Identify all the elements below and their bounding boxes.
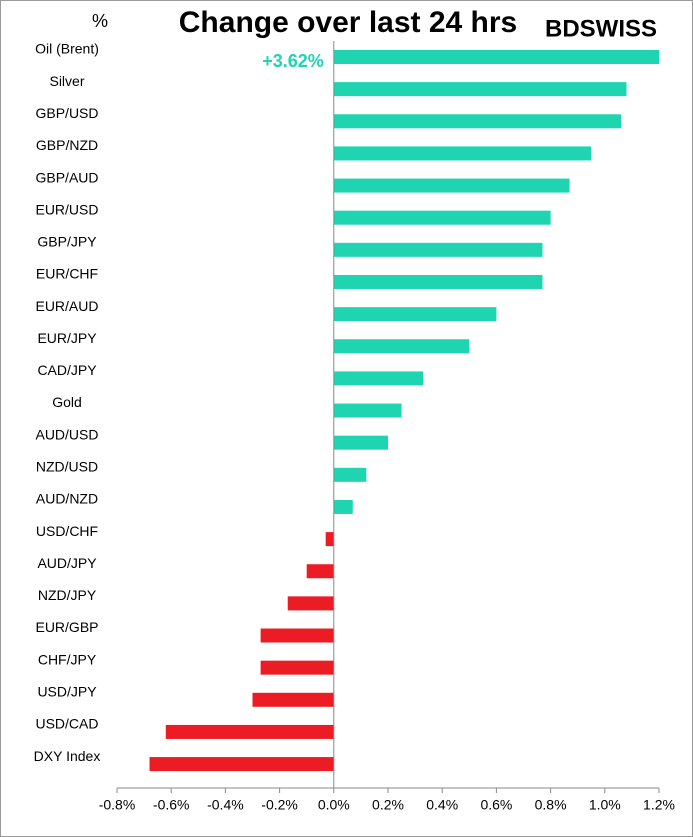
- value-label: +3.62%: [262, 51, 324, 71]
- bar: [260, 628, 334, 643]
- x-tick-label: 0.2%: [372, 797, 404, 813]
- bar: [149, 757, 334, 772]
- bar: [333, 82, 627, 97]
- bar: [325, 532, 334, 547]
- bar: [165, 724, 334, 739]
- bar: [333, 435, 388, 450]
- bar: [333, 371, 424, 386]
- y-tick-label: EUR/JPY: [37, 330, 97, 346]
- y-tick-label: NZD/JPY: [38, 587, 97, 603]
- unit-label: %: [92, 11, 108, 31]
- y-tick-label: Silver: [49, 73, 84, 89]
- x-tick-label: -0.2%: [261, 797, 298, 813]
- bar: [333, 242, 543, 257]
- y-tick-label: CAD/JPY: [37, 362, 97, 378]
- y-tick-label: Oil (Brent): [35, 41, 99, 57]
- x-tick-label: -0.4%: [207, 797, 244, 813]
- y-tick-label: EUR/AUD: [35, 298, 98, 314]
- bar: [333, 50, 659, 64]
- y-tick-label: GBP/JPY: [37, 234, 97, 250]
- x-tick-label: 0.8%: [535, 797, 567, 813]
- logo: BDSWISS: [545, 15, 657, 42]
- bar: [333, 339, 470, 354]
- x-tick-label: 0.0%: [318, 797, 350, 813]
- bar: [333, 178, 570, 193]
- y-tick-label: EUR/GBP: [35, 619, 98, 635]
- bar: [333, 467, 367, 482]
- plot: [149, 50, 659, 772]
- y-tick-label: GBP/USD: [35, 105, 98, 121]
- bar: [333, 307, 497, 322]
- bar: [333, 210, 551, 225]
- bar: [333, 499, 353, 514]
- x-tick-label: 0.6%: [480, 797, 512, 813]
- x-tick-label: 1.0%: [589, 797, 621, 813]
- y-tick-label: AUD/NZD: [36, 491, 98, 507]
- y-tick-label: USD/JPY: [37, 684, 97, 700]
- y-tick-label: AUD/JPY: [37, 555, 97, 571]
- bar: [333, 114, 622, 129]
- bar: [333, 274, 543, 289]
- y-tick-label: Gold: [52, 394, 82, 410]
- y-tick-label: EUR/USD: [35, 201, 98, 217]
- y-tick-label: USD/CAD: [35, 716, 98, 732]
- x-tick-label: 1.2%: [643, 797, 675, 813]
- y-tick-label: DXY Index: [34, 748, 101, 764]
- y-tick-label: USD/CHF: [36, 523, 98, 539]
- y-tick-label: AUD/USD: [35, 426, 98, 442]
- bar: [333, 146, 592, 161]
- y-tick-label: EUR/CHF: [36, 266, 98, 282]
- bar: [287, 596, 334, 611]
- bar: [252, 692, 334, 707]
- x-tick-label: 0.4%: [426, 797, 458, 813]
- y-tick-label: GBP/AUD: [35, 169, 98, 185]
- bar: [333, 403, 402, 418]
- x-tick-label: -0.8%: [99, 797, 136, 813]
- x-tick-label: -0.6%: [153, 797, 190, 813]
- y-tick-label: GBP/NZD: [36, 137, 98, 153]
- chart-title: Change over last 24 hrs: [179, 6, 517, 39]
- bar: [306, 564, 334, 579]
- y-tick-label: NZD/USD: [36, 459, 98, 475]
- y-tick-label: CHF/JPY: [38, 651, 97, 667]
- bar: [260, 660, 334, 675]
